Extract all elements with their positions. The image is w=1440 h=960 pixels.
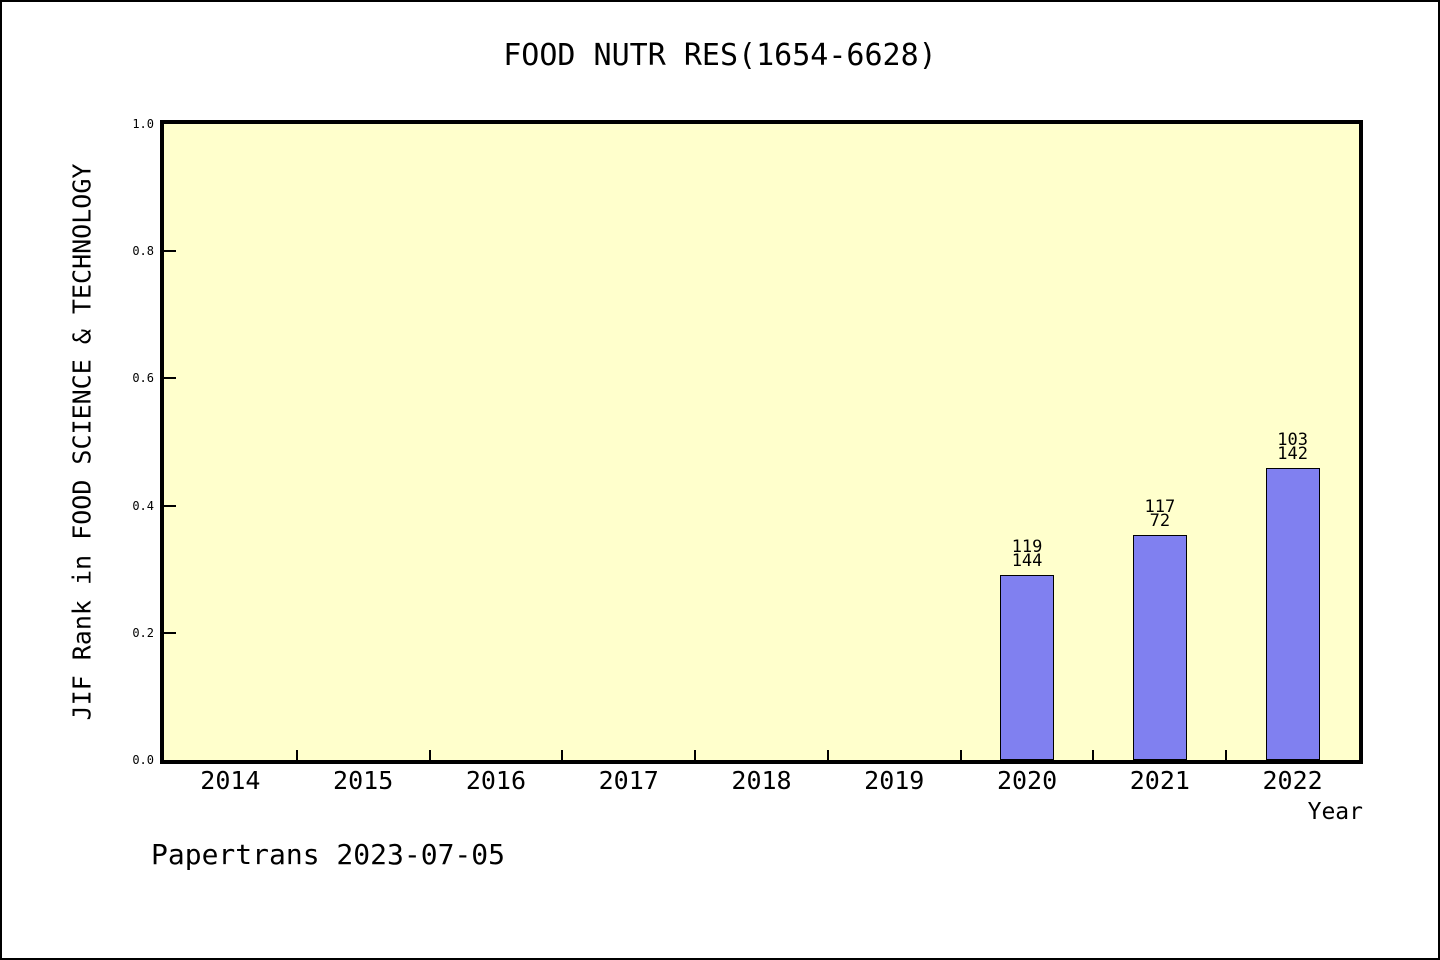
y-tick-label: 0.4: [132, 498, 154, 513]
x-tick: [826, 750, 829, 760]
plot-area: 119 144 117 72 103 142: [160, 120, 1363, 764]
x-tick: [959, 750, 962, 760]
y-tick: [164, 631, 176, 634]
x-tick: [561, 750, 564, 760]
x-tick: [1225, 750, 1228, 760]
x-tick: [694, 750, 697, 760]
y-tick: [164, 250, 176, 253]
bar-value-label: 119 144: [1011, 536, 1043, 571]
footer-note: Papertrans 2023-07-05: [151, 838, 506, 871]
y-tick: [164, 504, 176, 507]
x-tick-label: 2015: [333, 766, 394, 795]
y-tick-label: 0.6: [132, 371, 154, 386]
y-tick-label: 0.0: [132, 753, 154, 767]
x-tick-label: 2018: [731, 766, 792, 795]
y-axis-label: JIF Rank in FOOD SCIENCE & TECHNOLOGY: [67, 163, 97, 721]
y-tick: [164, 377, 176, 380]
x-tick-label: 2017: [598, 766, 659, 795]
x-axis-label: Year: [1307, 799, 1363, 825]
x-tick-label: 2014: [200, 766, 261, 795]
x-tick-label: 2021: [1129, 766, 1190, 795]
x-tick-label: 2019: [864, 766, 925, 795]
y-tick-label: 1.0: [132, 117, 154, 131]
bar: [1265, 468, 1320, 760]
x-tick: [1092, 750, 1095, 760]
bar-value-label: 117 72: [1144, 496, 1176, 531]
x-tick-label: 2016: [465, 766, 527, 795]
bar-value-label: 103 142: [1277, 430, 1308, 465]
y-tick-label: 0.2: [132, 625, 154, 640]
x-tick: [295, 750, 298, 760]
bar: [1132, 534, 1187, 760]
bar: [1000, 574, 1055, 760]
x-tick: [428, 750, 431, 760]
y-tick-label: 0.8: [132, 244, 154, 259]
x-tick-label: 2020: [996, 766, 1058, 795]
chart-title: FOOD NUTR RES(1654-6628): [503, 38, 937, 73]
x-tick-label: 2022: [1262, 766, 1323, 795]
